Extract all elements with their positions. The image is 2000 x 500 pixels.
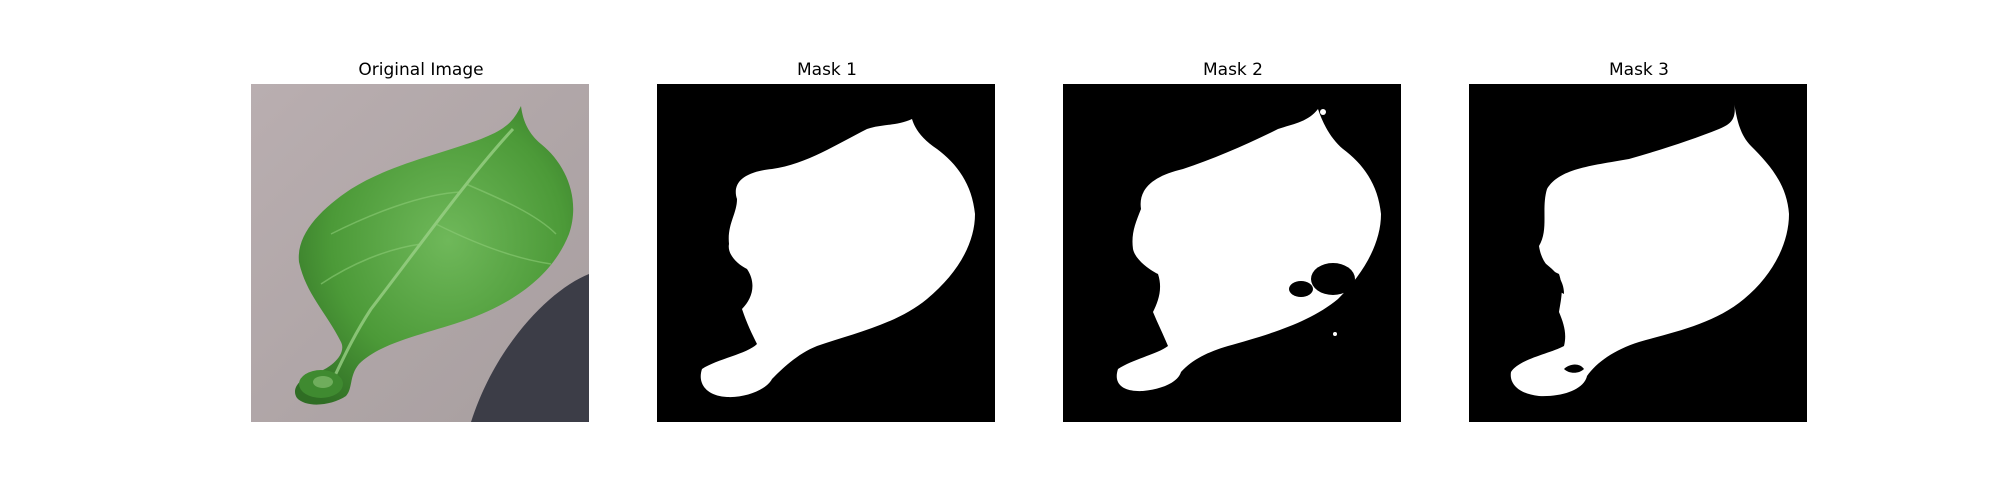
leaf-vein	[320, 243, 422, 285]
mask-hole	[1539, 259, 1564, 294]
leaf-vein	[330, 191, 462, 235]
original-leaf-photo	[251, 84, 589, 422]
panel-mask-1: Mask 1	[657, 58, 997, 422]
panel-title: Mask 2	[1202, 60, 1263, 80]
mask-2-image	[1063, 84, 1401, 422]
mask-hole	[1311, 263, 1355, 295]
panel-title: Original Image	[358, 60, 484, 80]
mask-hole	[1564, 364, 1584, 373]
mask-region	[700, 119, 975, 398]
leaf-vein	[465, 183, 557, 235]
panel-title: Mask 1	[796, 60, 857, 80]
panel-original-image: Original Image	[251, 58, 591, 422]
leaf-shape	[294, 106, 574, 405]
mask-region	[1510, 102, 1789, 397]
mask-3-image	[1469, 84, 1807, 422]
panel-mask-2: Mask 2	[1063, 58, 1403, 422]
mask-speckle	[1320, 109, 1326, 115]
leaf-vein	[435, 223, 552, 265]
mask-speckle	[1333, 332, 1337, 336]
panel-mask-3: Mask 3	[1469, 58, 1809, 422]
mask-hole	[1289, 281, 1313, 297]
mask-region	[1116, 109, 1381, 392]
mask-1-image	[657, 84, 995, 422]
leaf-midrib	[329, 127, 515, 385]
shadow-region	[471, 274, 589, 422]
panel-title: Mask 3	[1608, 60, 1669, 80]
